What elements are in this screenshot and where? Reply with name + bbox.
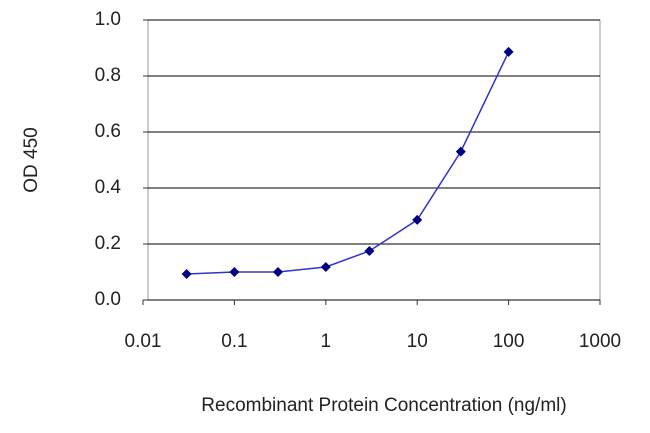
y-tick-label: 1.0 bbox=[95, 9, 121, 30]
y-tick-label: 0.6 bbox=[95, 121, 121, 142]
marker bbox=[181, 268, 192, 279]
marker bbox=[364, 246, 375, 256]
marker bbox=[320, 261, 331, 272]
marker bbox=[229, 267, 240, 277]
x-tick-label: 10 bbox=[407, 331, 428, 352]
marker bbox=[412, 214, 423, 225]
y-tick-label: 0.4 bbox=[95, 177, 122, 198]
y-tick-label: 0.0 bbox=[95, 289, 121, 310]
plot-area bbox=[147, 19, 601, 301]
x-tick-label: 100 bbox=[493, 331, 525, 352]
marker bbox=[455, 146, 466, 157]
y-axis-label: OD 450 bbox=[21, 127, 42, 192]
marker bbox=[503, 46, 514, 57]
x-tick-label: 0.01 bbox=[125, 331, 162, 352]
x-tick-label: 1 bbox=[321, 331, 332, 352]
y-tick-label: 0.8 bbox=[95, 65, 121, 86]
y-tick-label: 0.2 bbox=[95, 233, 121, 254]
x-tick-label: 0.1 bbox=[221, 331, 247, 352]
x-tick-label: 1000 bbox=[579, 331, 621, 352]
line bbox=[186, 51, 510, 275]
marker bbox=[273, 267, 284, 277]
x-axis-label: Recombinant Protein Concentration (ng/ml… bbox=[201, 395, 566, 416]
